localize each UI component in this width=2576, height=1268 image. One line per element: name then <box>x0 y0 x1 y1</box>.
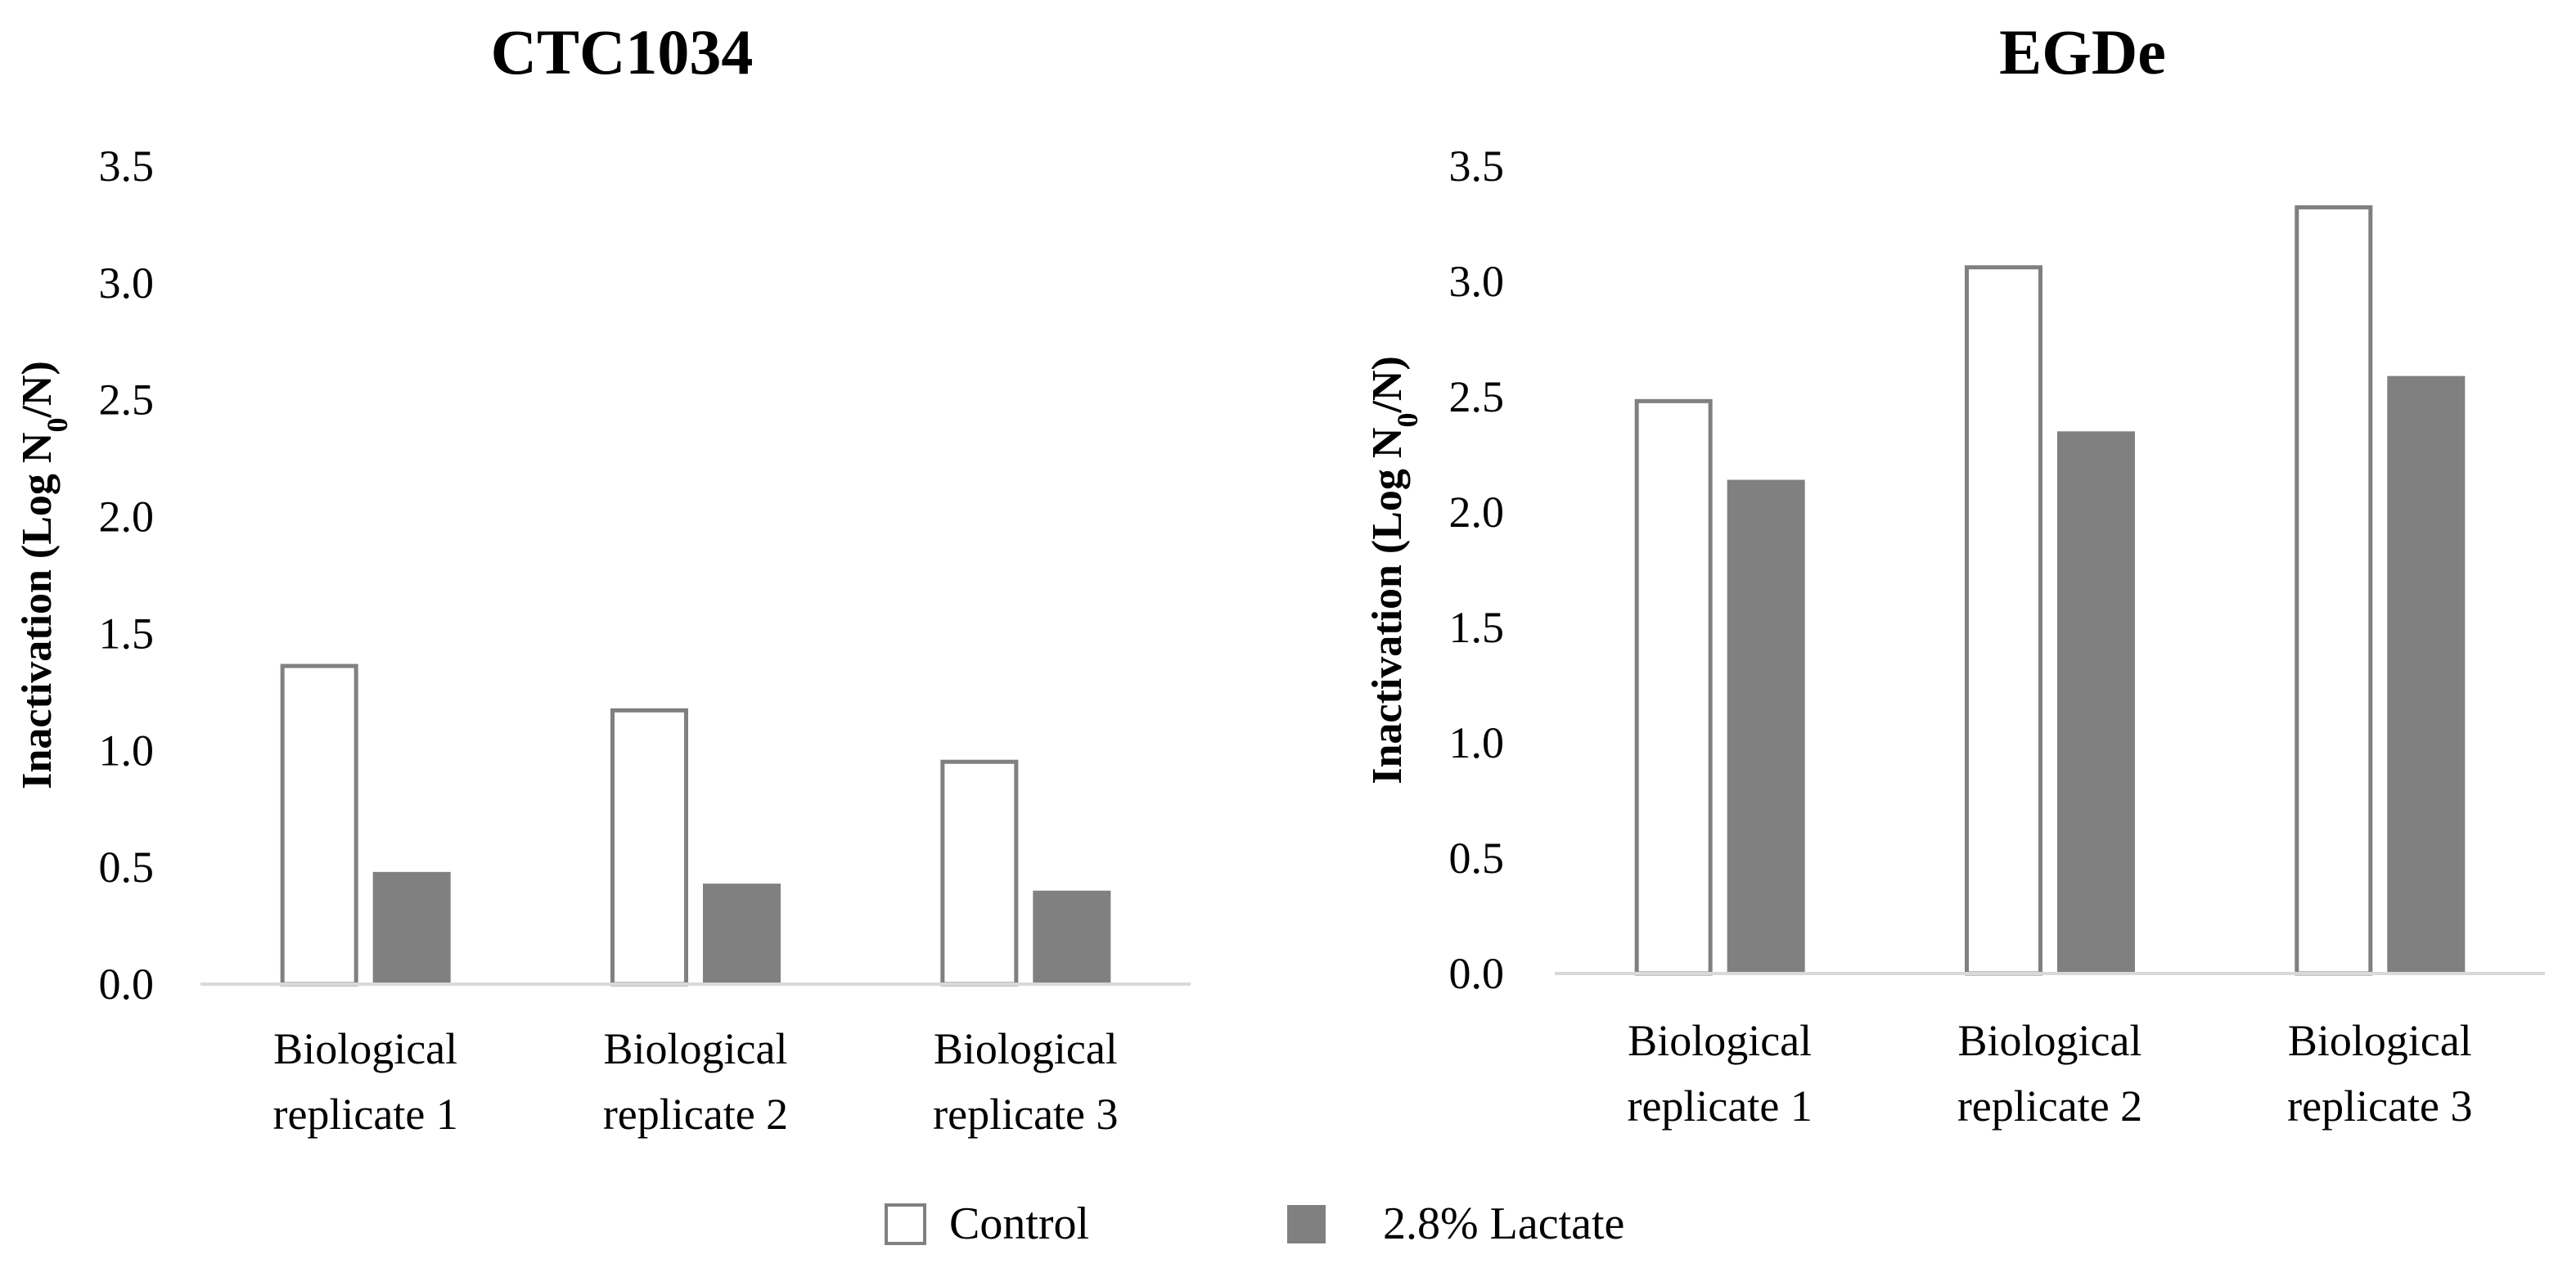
bar-control <box>940 759 1019 987</box>
chart-panel-ctc1034: CTC1034 0.0 0.5 1.0 1.5 2.0 2.5 3.0 3.5 Inactivat… <box>14 16 1191 1139</box>
y-tick-label: 1.0 <box>1449 718 1505 767</box>
bar-lactate <box>1727 479 1805 973</box>
bar-lactate <box>2057 431 2135 973</box>
x-category-label: replicate 2 <box>603 1090 788 1139</box>
legend-swatch-control <box>885 1203 926 1245</box>
bar-lactate <box>1033 890 1111 984</box>
legend-label-lactate: 2.8% Lactate <box>1383 1198 1624 1249</box>
legend-label-control: Control <box>949 1198 1089 1249</box>
x-category-label: replicate 1 <box>1627 1081 1812 1131</box>
y-tick-label: 2.0 <box>1449 488 1505 537</box>
y-tick-label: 0.0 <box>99 960 155 1009</box>
chart-title: CTC1034 <box>491 16 754 88</box>
bar-control <box>1634 398 1713 976</box>
x-category-label: replicate 3 <box>933 1090 1118 1139</box>
y-tick-label: 0.0 <box>1449 949 1505 998</box>
y-tick-label: 3.0 <box>1449 257 1505 306</box>
x-category-label: Biological <box>604 1024 788 1073</box>
y-tick-label: 2.5 <box>1449 372 1505 421</box>
y-axis-title: Inactivation (Log N0/N) <box>14 361 74 789</box>
y-axis-title: Inactivation (Log N0/N) <box>1364 356 1424 785</box>
y-tick-label: 0.5 <box>99 843 155 892</box>
x-category-label: Biological <box>1958 1016 2142 1065</box>
x-category-label: Biological <box>2288 1016 2472 1065</box>
bar-lactate <box>372 871 451 984</box>
bar-control <box>1965 265 2042 976</box>
x-category-label: replicate 3 <box>2287 1081 2472 1131</box>
x-category-label: replicate 1 <box>272 1090 457 1139</box>
y-tick-label: 2.0 <box>99 492 155 542</box>
chart-panel-egde: EGDe 0.0 0.5 1.0 1.5 2.0 2.5 3.0 3.5 Inactivation… <box>1364 16 2545 1131</box>
y-tick-label: 3.0 <box>99 259 155 308</box>
bar-control <box>610 708 688 987</box>
y-tick-label: 1.0 <box>99 726 155 775</box>
y-tick-label: 3.5 <box>1449 142 1505 191</box>
bar-lactate <box>703 884 781 984</box>
chart-title: EGDe <box>1999 16 2166 88</box>
bar-control <box>280 663 358 987</box>
x-category-label: Biological <box>273 1024 457 1073</box>
bar-lactate <box>2387 375 2466 973</box>
y-tick-label: 2.5 <box>99 375 155 425</box>
x-category-label: Biological <box>1628 1016 1812 1065</box>
y-tick-label: 1.5 <box>99 609 155 658</box>
y-tick-label: 0.5 <box>1449 834 1505 883</box>
bar-control <box>2295 205 2373 976</box>
legend: Control 2.8% Lactate <box>885 1198 1624 1249</box>
legend-swatch-lactate <box>1287 1205 1326 1243</box>
x-category-label: replicate 2 <box>1957 1081 2142 1131</box>
y-tick-label: 3.5 <box>99 142 155 191</box>
y-tick-label: 1.5 <box>1449 603 1505 652</box>
x-category-label: Biological <box>934 1024 1118 1073</box>
